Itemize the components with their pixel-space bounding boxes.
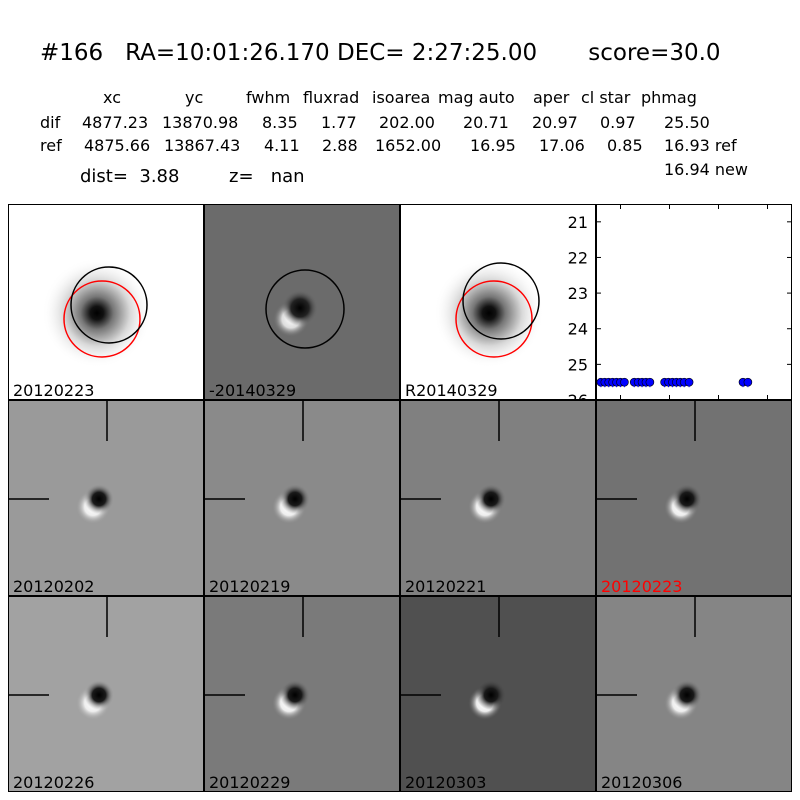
header-cl-star: cl star xyxy=(581,88,631,107)
cutout-image xyxy=(597,597,791,791)
phmag-new: 16.94 new xyxy=(664,160,748,179)
cell: 20.97 xyxy=(532,113,578,132)
cell: 1652.00 xyxy=(375,136,442,155)
cutout-reference-panel: 20120223 xyxy=(8,204,204,400)
header-fluxrad: fluxrad xyxy=(303,88,360,107)
cutout-panel: 20120303 xyxy=(400,596,596,792)
cutout-image xyxy=(9,597,203,791)
black-circle xyxy=(265,269,345,349)
cutout-panel: 20120221 xyxy=(400,400,596,596)
cutout-image xyxy=(9,401,203,595)
cutout-image xyxy=(401,401,595,595)
y-tick-label: 25 xyxy=(568,355,588,374)
header-xc: xc xyxy=(103,88,121,107)
cell: 13870.98 xyxy=(162,113,239,132)
cutout-panel: 20120223 xyxy=(596,400,792,596)
header-aper: aper xyxy=(533,88,570,107)
black-circle xyxy=(462,262,540,340)
plot-area xyxy=(596,204,792,400)
cell: 17.06 xyxy=(539,136,585,155)
cell: 20.71 xyxy=(463,113,509,132)
cutout-image xyxy=(205,597,399,791)
row-label-dif: dif xyxy=(40,113,61,132)
cell: 8.35 xyxy=(262,113,298,132)
panel-label: 20120229 xyxy=(209,773,291,792)
y-tick-label: 23 xyxy=(568,284,588,303)
dist-value: dist= 3.88 xyxy=(80,166,180,187)
panel-label: 20120226 xyxy=(13,773,95,792)
cutout-image xyxy=(597,401,791,595)
cutout-difference-panel: -20140329 xyxy=(204,204,400,400)
y-tick-label: 22 xyxy=(568,248,588,267)
cell: 4875.66 xyxy=(84,136,151,155)
panel-label: 20120223 xyxy=(601,577,683,596)
cell: 0.97 xyxy=(600,113,636,132)
cutout-reference-panel: R20140329 xyxy=(400,204,596,400)
header-fwhm: fwhm xyxy=(246,88,291,107)
y-tick-label: 24 xyxy=(568,320,588,339)
cell: 16.95 xyxy=(470,136,516,155)
cutout-panel: 20120226 xyxy=(8,596,204,792)
cutout-image xyxy=(9,205,203,399)
panel-label: 20120221 xyxy=(405,577,487,596)
cell: 4877.23 xyxy=(82,113,149,132)
cell: 13867.43 xyxy=(164,136,241,155)
panel-label: -20140329 xyxy=(209,381,297,400)
cutout-image xyxy=(401,597,595,791)
header-phmag: phmag xyxy=(641,88,697,107)
cell: 4.11 xyxy=(264,136,300,155)
cell: 1.77 xyxy=(321,113,357,132)
cutout-image xyxy=(205,401,399,595)
panel-label: 20120303 xyxy=(405,773,487,792)
cutout-panel: 20120202 xyxy=(8,400,204,596)
cell: 202.00 xyxy=(379,113,435,132)
row-label-ref: ref xyxy=(40,136,62,155)
panel-label: 20120306 xyxy=(601,773,683,792)
z-value: z= nan xyxy=(229,166,305,187)
cutout-panel: 20120219 xyxy=(204,400,400,596)
panel-label: 20120202 xyxy=(13,577,95,596)
cutout-panel: 20120306 xyxy=(596,596,792,792)
red-circle xyxy=(63,280,141,358)
header-isoarea: isoarea xyxy=(372,88,431,107)
cell: 25.50 xyxy=(664,113,710,132)
page-title: #166 RA=10:01:26.170 DEC= 2:27:25.00 sco… xyxy=(40,40,721,66)
black-circle xyxy=(70,266,148,344)
red-circle xyxy=(455,280,533,358)
cell: 16.93 ref xyxy=(664,136,737,155)
panel-label: 20120223 xyxy=(13,381,95,400)
header-yc: yc xyxy=(185,88,204,107)
panel-label: 20120219 xyxy=(209,577,291,596)
cutout-image xyxy=(205,205,399,399)
header-mag-auto: mag auto xyxy=(438,88,515,107)
light-curve-chart: 212223242526-50050100 xyxy=(568,204,792,424)
cell: 2.88 xyxy=(322,136,358,155)
y-tick-label: 21 xyxy=(568,213,588,232)
cutout-panel: 20120229 xyxy=(204,596,400,792)
cutout-image xyxy=(401,205,595,399)
cell: 0.85 xyxy=(607,136,643,155)
panel-label: R20140329 xyxy=(405,381,498,400)
